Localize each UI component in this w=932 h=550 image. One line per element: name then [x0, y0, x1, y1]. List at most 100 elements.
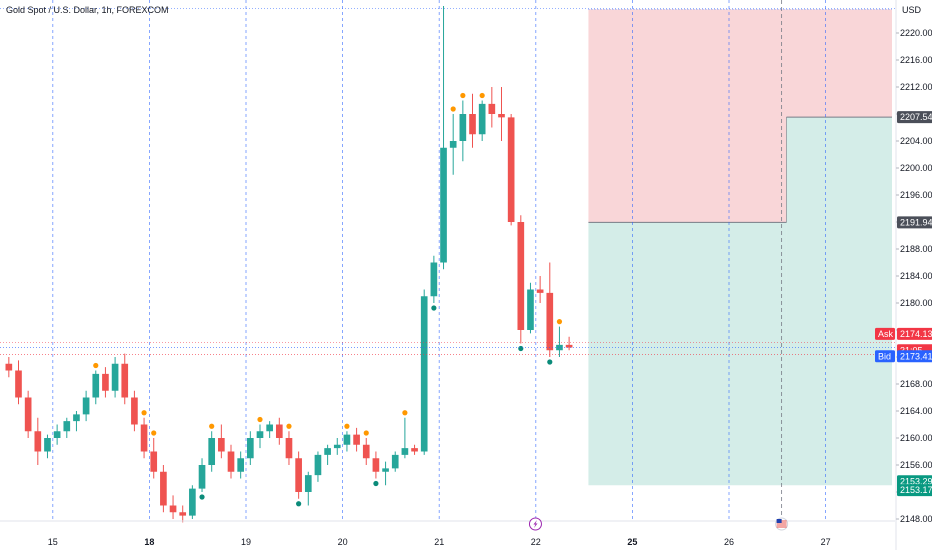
flag-canton-icon	[776, 519, 782, 523]
target-price-tag: 2207.54	[900, 112, 932, 122]
candle-body	[24, 397, 32, 432]
orange-signal-dot	[209, 423, 215, 429]
candle-body	[34, 431, 42, 452]
candles-layer	[5, 6, 573, 523]
bid-price-tag-prefix: Bid	[878, 351, 891, 361]
candle-body	[121, 363, 129, 398]
candle-body	[565, 344, 573, 348]
teal-signal-dot	[199, 494, 205, 500]
candle-body	[324, 448, 331, 455]
candle-body	[218, 438, 225, 452]
candle-body	[536, 289, 544, 293]
price-tick-label: 2196.00	[900, 190, 932, 200]
time-grid-layer	[52, 0, 826, 520]
time-tick-label: 18	[144, 537, 154, 547]
candle-body	[507, 117, 515, 222]
orange-signal-dot	[556, 319, 563, 325]
price-tick-label: 2216.00	[900, 55, 932, 65]
price-tick-label: 2148.00	[900, 514, 932, 524]
time-axis[interactable]: 15 18 19 20 21 22 25 26 27	[0, 520, 895, 547]
take-profit-zone	[588, 222, 787, 486]
candle-body	[440, 147, 447, 263]
symbol-title[interactable]: Gold Spot / U.S. Dollar, 1h, FOREXCOM	[6, 5, 169, 15]
candle-body	[44, 438, 51, 452]
entry-price-tag: 2191.94	[900, 217, 932, 227]
candle-body	[478, 103, 486, 135]
candle-body	[333, 444, 341, 449]
candle-body	[73, 414, 80, 422]
price-tick-label: 2156.00	[900, 460, 932, 470]
take-profit-zone-extension	[786, 117, 892, 486]
price-tick-label: 2184.00	[900, 271, 932, 281]
bar-countdown-tag: 31:05	[900, 345, 923, 355]
candle-body	[82, 397, 90, 415]
candle-body	[488, 103, 496, 114]
entry-price-tag-bg	[897, 216, 932, 229]
candle-body	[227, 451, 235, 472]
candle-body	[140, 424, 148, 452]
time-tick-label: 15	[48, 537, 58, 547]
time-tick-label: 22	[531, 537, 541, 547]
position-tool-layer[interactable]	[588, 9, 892, 486]
candle-body	[391, 454, 399, 469]
candle-body	[189, 488, 196, 516]
candle-body	[275, 424, 283, 438]
currency-label[interactable]: USD	[902, 5, 922, 15]
teal-signal-dot	[373, 480, 379, 487]
time-tick-label: 25	[627, 537, 637, 547]
candle-body	[517, 222, 525, 330]
orange-signal-dot	[450, 106, 456, 112]
ask-price-tag-bg	[897, 327, 932, 340]
candle-body	[430, 262, 438, 297]
signal-markers-layer	[93, 92, 563, 507]
price-tick-label: 2200.00	[900, 163, 932, 173]
candle-body	[498, 114, 505, 118]
orange-signal-dot	[141, 410, 147, 416]
candle-body	[53, 431, 61, 438]
teal-signal-dot	[296, 501, 302, 507]
time-tick-label: 19	[241, 537, 251, 547]
stop-price-tag-b: 2153.17	[900, 485, 932, 495]
time-tick-label: 21	[434, 537, 444, 547]
price-tick-label: 2180.00	[900, 298, 932, 308]
orange-signal-dot	[286, 423, 292, 429]
candle-body	[295, 458, 302, 492]
candle-body	[372, 458, 380, 472]
candle-body	[556, 344, 563, 351]
orange-signal-dot	[93, 362, 99, 369]
candle-body	[15, 370, 22, 398]
events-layer[interactable]	[528, 517, 789, 531]
price-tick-label: 2168.00	[900, 379, 932, 389]
candle-body	[285, 438, 293, 459]
teal-signal-dot	[518, 345, 524, 352]
candle-body	[459, 114, 467, 141]
price-tick-label: 2220.00	[900, 28, 932, 38]
price-tick-label: 2160.00	[900, 433, 932, 443]
candle-body	[63, 421, 71, 432]
candle-body	[102, 373, 109, 391]
candle-body	[382, 468, 389, 472]
candle-body	[546, 292, 554, 351]
orange-signal-dot	[151, 430, 157, 436]
price-tick-label: 2204.00	[900, 136, 932, 146]
candle-body	[5, 363, 13, 371]
candle-body	[469, 114, 476, 135]
bid-price-tag-bg	[897, 350, 932, 363]
ask-price-tag-prefix: Ask	[878, 329, 894, 339]
price-axis[interactable]: 2148.002152.002156.002160.002164.002168.…	[895, 0, 932, 550]
teal-signal-dot	[547, 359, 553, 365]
ask-price-tag: 2174.13	[900, 329, 932, 339]
teal-signal-dot	[431, 305, 437, 311]
price-tick-label: 2188.00	[900, 244, 932, 254]
orange-signal-dot	[257, 416, 263, 423]
candle-body	[353, 434, 360, 445]
lightning-bolt-icon	[533, 520, 538, 528]
time-tick-label: 27	[821, 537, 831, 547]
candle-body	[150, 451, 158, 472]
candle-body	[208, 438, 216, 465]
price-tick-label: 2212.00	[900, 82, 932, 92]
time-tick-label: 20	[338, 537, 348, 547]
candle-body	[160, 471, 167, 506]
